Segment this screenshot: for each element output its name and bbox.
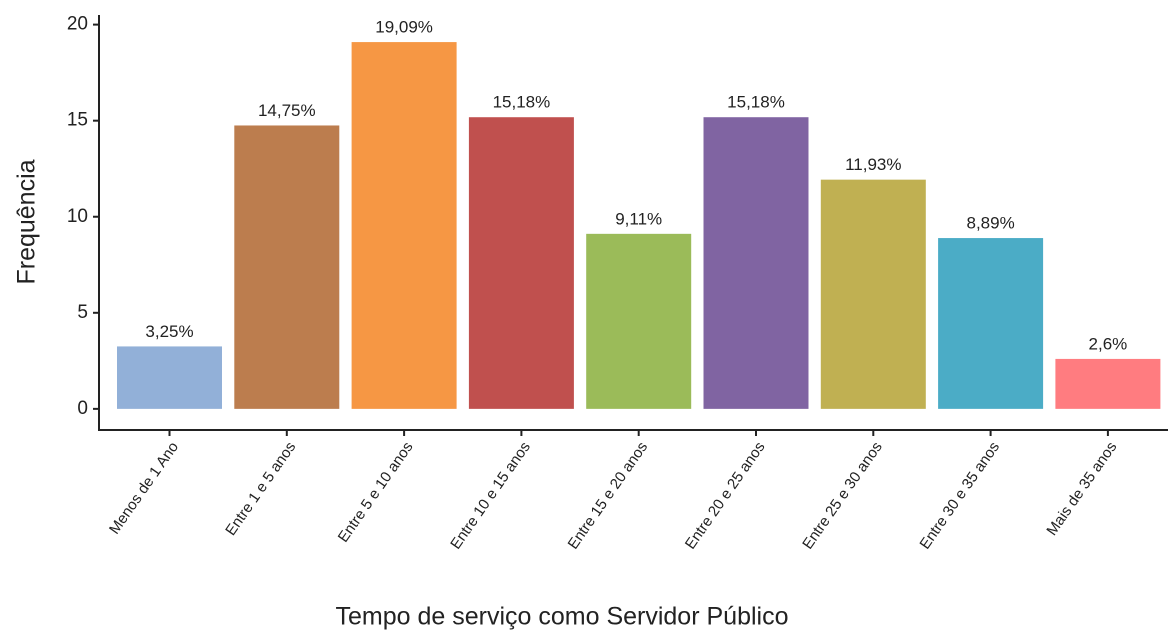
bar xyxy=(586,233,692,409)
x-tick-label: Mais de 35 anos xyxy=(1043,439,1120,539)
bar xyxy=(820,179,926,409)
value-label: 14,75% xyxy=(258,101,316,120)
bar xyxy=(117,346,222,409)
value-label: 19,09% xyxy=(375,18,433,37)
value-label: 2,6% xyxy=(1089,334,1128,353)
x-tick-label: Entre 15 e 20 anos xyxy=(565,439,652,553)
x-tick-label: Entre 1 e 5 anos xyxy=(222,439,299,539)
x-tick-label: Entre 20 e 25 anos xyxy=(682,439,769,553)
y-tick-label: 5 xyxy=(77,302,88,323)
x-axis-title: Tempo de serviço como Servidor Público xyxy=(336,603,789,631)
bar xyxy=(468,117,574,409)
value-label: 11,93% xyxy=(845,155,901,174)
y-tick-label: 15 xyxy=(67,110,88,131)
y-axis-title: Frequência xyxy=(13,159,41,284)
value-label: 8,89% xyxy=(966,214,1014,233)
y-tick-label: 0 xyxy=(77,398,88,419)
bar xyxy=(351,42,457,409)
y-tick-label: 10 xyxy=(67,206,88,227)
bar xyxy=(1055,358,1161,409)
x-tick-label: Entre 5 e 10 anos xyxy=(335,439,417,546)
value-label: 15,18% xyxy=(493,93,551,112)
x-tick-label: Entre 30 e 35 anos xyxy=(916,439,1003,553)
bar xyxy=(938,238,1044,409)
x-tick-label: Entre 10 e 15 anos xyxy=(447,439,534,553)
bar xyxy=(703,117,809,409)
x-tick-label: Entre 25 e 30 anos xyxy=(799,439,886,553)
value-label: 15,18% xyxy=(727,93,785,112)
x-tick-label: Menos de 1 Ano xyxy=(106,439,182,538)
value-label: 3,25% xyxy=(145,322,193,341)
value-label: 9,11% xyxy=(615,209,662,228)
bar xyxy=(234,125,340,409)
y-tick-label: 20 xyxy=(67,14,88,35)
